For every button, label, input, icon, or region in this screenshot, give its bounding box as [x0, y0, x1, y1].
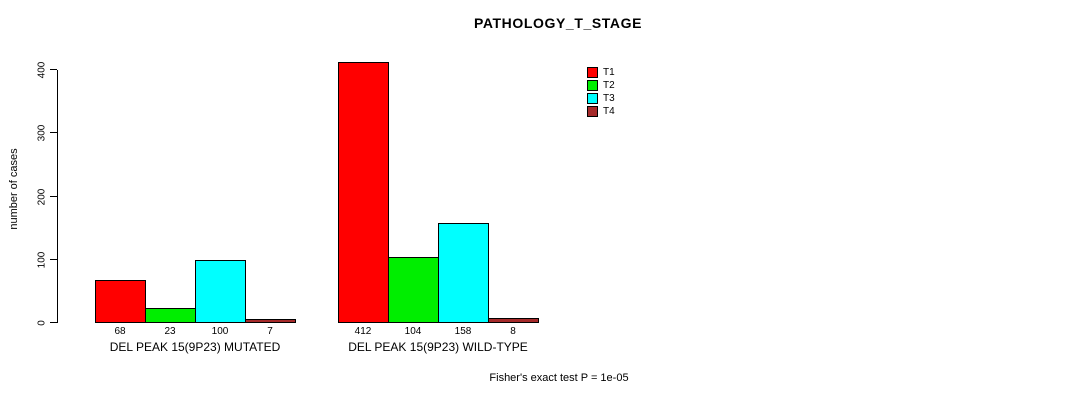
bar-t4-group2: [488, 318, 539, 323]
bar-value-label: 7: [267, 326, 273, 337]
chart-title: PATHOLOGY_T_STAGE: [473, 15, 643, 31]
bar-value-label: 23: [164, 326, 176, 337]
y-axis-title: number of cases: [8, 148, 20, 230]
statistical-test-annotation: Fisher's exact test P = 1e-05: [489, 372, 629, 384]
y-axis-tick: [50, 69, 57, 70]
bar-value-label: 100: [211, 326, 229, 337]
bar-value-label: 412: [354, 326, 372, 337]
legend-label-t1: T1: [603, 67, 615, 78]
y-axis-tick-label: 100: [36, 251, 48, 269]
bar-t3-group2: [438, 223, 489, 323]
y-axis-tick: [50, 322, 57, 323]
y-axis-tick-label: 200: [36, 188, 48, 205]
bar-value-label: 104: [404, 326, 422, 337]
bar-t2-group2: [388, 257, 439, 323]
legend-item-t3: T3: [587, 92, 615, 105]
bar-value-label: 68: [114, 326, 126, 337]
legend: T1 T2 T3 T4: [587, 66, 615, 118]
bar-t3-group1: [195, 260, 246, 323]
legend-label-t4: T4: [603, 106, 615, 117]
legend-swatch-t3: [587, 93, 598, 104]
y-axis-tick-label: 400: [36, 61, 48, 79]
legend-label-t3: T3: [603, 93, 615, 104]
legend-swatch-t2: [587, 80, 598, 91]
bar-value-label: 8: [510, 326, 516, 337]
y-axis-tick: [50, 258, 57, 260]
bar-t1-group2: [338, 62, 389, 323]
legend-label-t2: T2: [603, 80, 615, 91]
legend-item-t4: T4: [587, 105, 615, 118]
bar-t4-group1: [245, 319, 296, 323]
category-label: DEL PEAK 15(9P23) MUTATED: [109, 340, 281, 354]
y-axis-tick: [50, 195, 57, 197]
y-axis-tick-label: 300: [36, 124, 48, 142]
bar-value-label: 158: [454, 326, 472, 337]
y-axis-tick: [50, 132, 57, 134]
legend-item-t1: T1: [587, 66, 615, 79]
bar-t2-group1: [145, 308, 196, 323]
legend-swatch-t1: [587, 67, 598, 78]
legend-swatch-t4: [587, 106, 598, 117]
category-label: DEL PEAK 15(9P23) WILD-TYPE: [348, 340, 528, 354]
bar-t1-group1: [95, 280, 146, 323]
legend-item-t2: T2: [587, 79, 615, 92]
y-axis-tick-label: 0: [36, 320, 48, 326]
y-axis-line: [57, 70, 58, 323]
